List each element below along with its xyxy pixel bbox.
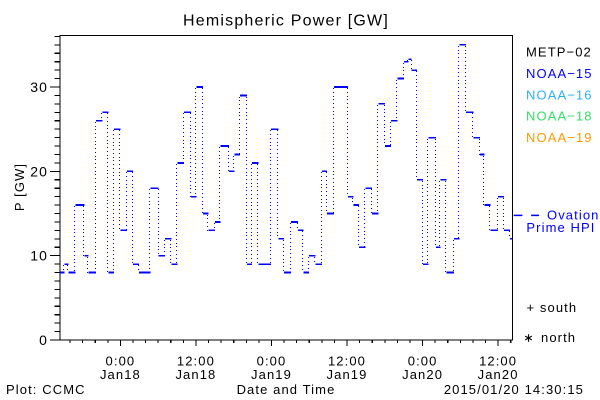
svg-text:Jan19: Jan19 (251, 367, 292, 382)
svg-text:Jan18: Jan18 (175, 367, 216, 382)
svg-text:NOAA−18: NOAA−18 (526, 109, 593, 124)
svg-text:30: 30 (30, 79, 48, 95)
svg-text:NOAA−19: NOAA−19 (526, 130, 593, 145)
svg-text:Jan18: Jan18 (100, 367, 141, 382)
svg-text:north: north (541, 330, 576, 345)
svg-text:Prime HPI: Prime HPI (526, 220, 595, 235)
svg-text:0:00: 0:00 (408, 354, 438, 369)
svg-text:Hemispheric Power [GW]: Hemispheric Power [GW] (183, 13, 389, 30)
svg-text:2015/01/20 14:30:15: 2015/01/20 14:30:15 (444, 382, 584, 397)
svg-text:12:00: 12:00 (328, 354, 366, 369)
svg-text:Plot: CCMC: Plot: CCMC (6, 382, 86, 397)
svg-text:0:00: 0:00 (257, 354, 287, 369)
svg-text:NOAA−15: NOAA−15 (526, 66, 593, 81)
svg-text:Jan20: Jan20 (478, 367, 519, 382)
svg-text:12:00: 12:00 (479, 354, 517, 369)
svg-text:20: 20 (30, 163, 48, 179)
svg-text:Jan20: Jan20 (402, 367, 443, 382)
svg-text:Date and Time: Date and Time (237, 382, 336, 397)
svg-text:Jan19: Jan19 (327, 367, 368, 382)
svg-text:P [GW]: P [GW] (12, 163, 27, 211)
svg-text:12:00: 12:00 (177, 354, 215, 369)
svg-text:Ovation: Ovation (547, 208, 600, 223)
svg-text:+ south: + south (527, 300, 578, 315)
svg-text:METP−02: METP−02 (526, 45, 592, 60)
svg-text:0: 0 (39, 332, 48, 348)
svg-text:NOAA−16: NOAA−16 (526, 87, 593, 102)
svg-text:0:00: 0:00 (106, 354, 136, 369)
svg-text:10: 10 (30, 248, 48, 264)
